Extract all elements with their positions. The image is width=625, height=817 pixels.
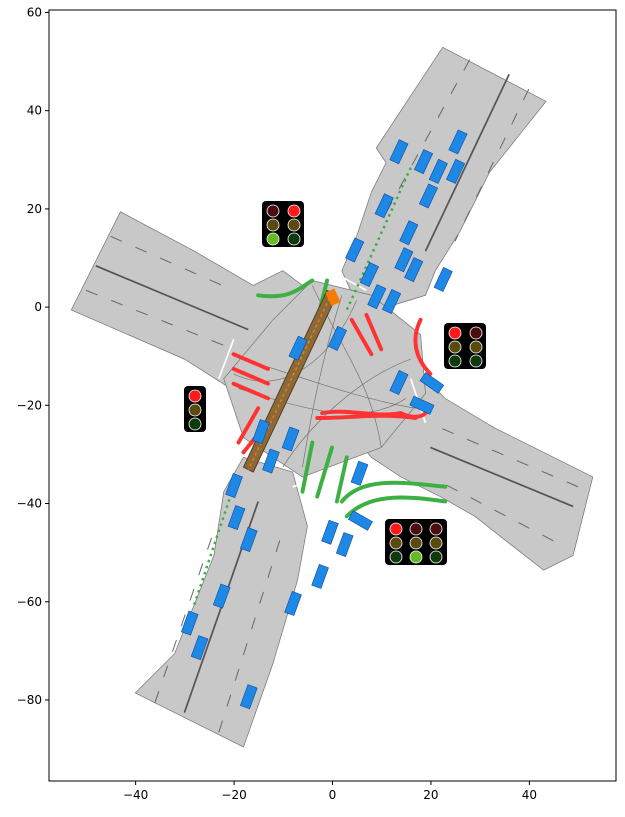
vehicles bbox=[180, 129, 468, 710]
x-tick-label: −40 bbox=[123, 788, 148, 802]
road-surface bbox=[70, 46, 594, 748]
y-tick-label: −80 bbox=[17, 693, 42, 707]
green-route-s-1 bbox=[315, 445, 334, 499]
vehicle bbox=[225, 473, 243, 499]
vehicle bbox=[180, 610, 199, 636]
vehicle bbox=[281, 426, 300, 452]
vehicle bbox=[409, 395, 435, 415]
y-axis-ticks: 60 40 20 0 −20 −40 −60 −80 bbox=[17, 5, 49, 707]
vehicle bbox=[239, 684, 258, 710]
vehicle bbox=[445, 158, 466, 184]
vehicle bbox=[227, 505, 246, 530]
vehicle bbox=[433, 266, 453, 292]
vehicle bbox=[399, 220, 419, 246]
y-tick-label: 60 bbox=[27, 5, 42, 19]
y-tick-label: 20 bbox=[27, 202, 42, 216]
vehicle bbox=[239, 527, 258, 553]
traffic-light-west bbox=[184, 386, 206, 432]
vehicle bbox=[418, 183, 438, 209]
x-tick-label: 40 bbox=[522, 788, 537, 802]
vehicle bbox=[367, 284, 387, 310]
y-tick-label: 40 bbox=[27, 104, 42, 118]
traffic-light-east bbox=[444, 323, 486, 369]
vehicle bbox=[394, 247, 414, 273]
vehicle bbox=[321, 519, 339, 545]
vehicle bbox=[262, 448, 280, 474]
vehicle bbox=[389, 139, 409, 165]
vehicle bbox=[288, 335, 308, 361]
x-axis-ticks: −40 −20 0 20 40 bbox=[123, 781, 537, 802]
vehicle bbox=[359, 262, 379, 287]
traffic-light-south bbox=[385, 519, 447, 565]
vehicle bbox=[348, 510, 373, 531]
vehicle bbox=[345, 237, 365, 263]
green-route-s-2 bbox=[334, 455, 349, 504]
y-tick-label: −20 bbox=[17, 398, 42, 412]
vehicle bbox=[374, 193, 394, 219]
traffic-light-north bbox=[262, 201, 304, 247]
x-tick-label: −20 bbox=[221, 788, 246, 802]
vehicle bbox=[311, 564, 329, 589]
vehicle bbox=[350, 460, 369, 486]
vehicle bbox=[419, 372, 445, 394]
vehicle bbox=[252, 419, 270, 445]
x-tick-label: 0 bbox=[329, 788, 337, 802]
green-routes bbox=[256, 278, 448, 519]
median-northwest bbox=[95, 265, 249, 331]
vehicle bbox=[327, 325, 347, 351]
median-northeast bbox=[424, 73, 510, 252]
vehicle bbox=[414, 149, 434, 175]
y-tick-label: 0 bbox=[34, 300, 42, 314]
vehicle bbox=[190, 635, 209, 661]
ego-vehicle bbox=[325, 288, 341, 307]
vehicle bbox=[389, 370, 409, 396]
vehicle bbox=[284, 591, 302, 616]
y-tick-label: −60 bbox=[17, 595, 42, 609]
vehicle bbox=[382, 289, 402, 315]
y-tick-label: −40 bbox=[17, 497, 42, 511]
vehicle bbox=[404, 257, 424, 283]
vehicle bbox=[428, 158, 448, 184]
green-route-se-turn-2 bbox=[344, 495, 448, 519]
x-tick-label: 20 bbox=[423, 788, 438, 802]
green-route-nw-turn bbox=[256, 278, 315, 299]
green-route-se-turn-1 bbox=[339, 480, 448, 504]
vehicle bbox=[448, 129, 468, 155]
vehicle bbox=[212, 583, 231, 609]
vehicle bbox=[335, 532, 354, 557]
dashed-lanes bbox=[85, 59, 579, 733]
median-southeast bbox=[430, 446, 574, 508]
green-route-s-3 bbox=[300, 440, 315, 494]
map-layer bbox=[70, 46, 594, 748]
